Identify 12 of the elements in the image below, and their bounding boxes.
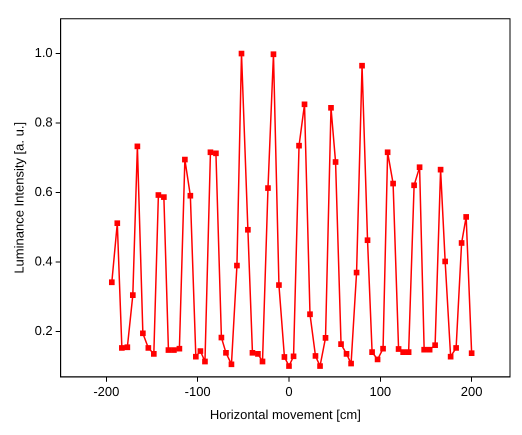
y-tick-label: 0.6 — [34, 184, 53, 200]
y-tick-label: 0.4 — [34, 254, 53, 269]
y-tick-label: 0.2 — [34, 323, 53, 338]
x-axis-title: Horizontal movement [cm] — [210, 406, 361, 422]
x-tick-label: 200 — [460, 384, 482, 400]
x-tick-label: 0 — [285, 384, 293, 400]
y-axis-title: Luminance Intensity [a. u.] — [11, 122, 26, 274]
y-tick-label: 1.0 — [34, 45, 53, 60]
x-tick-label: 100 — [369, 384, 392, 400]
x-tick-label: -200 — [93, 384, 120, 400]
y-tick-label: 0.8 — [34, 114, 53, 130]
x-tick-label: -100 — [184, 384, 211, 400]
